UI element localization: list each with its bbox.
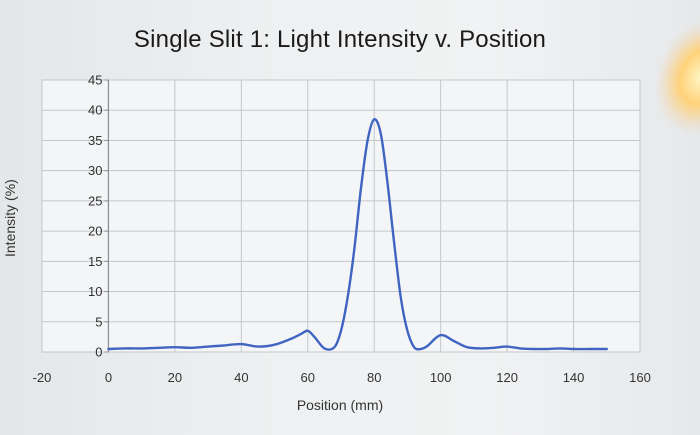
y-tick-label: 35	[88, 133, 102, 148]
y-tick-label: 15	[88, 254, 102, 269]
y-tick-label: 5	[95, 314, 102, 329]
x-tick-label: 80	[367, 370, 381, 385]
y-tick-label: 10	[88, 284, 102, 299]
plot-area	[41, 79, 641, 353]
x-tick-label: 160	[629, 370, 651, 385]
grid-lines	[41, 79, 641, 353]
y-tick-label: 45	[88, 73, 102, 88]
y-tick-label: 0	[95, 345, 102, 360]
y-tick-label: 25	[88, 193, 102, 208]
x-tick-label: 100	[430, 370, 452, 385]
x-axis-label: Position (mm)	[296, 397, 384, 413]
y-tick-label: 20	[88, 224, 102, 239]
y-tick-label: 30	[88, 163, 102, 178]
x-tick-label: 40	[234, 370, 248, 385]
x-tick-label: 60	[301, 370, 315, 385]
chart-title: Single Slit 1: Light Intensity v. Positi…	[133, 26, 547, 53]
x-tick-label: 0	[105, 370, 112, 385]
x-tick-label: -20	[33, 370, 52, 385]
x-tick-label: 140	[563, 370, 585, 385]
intensity-series-line	[107, 118, 608, 351]
series-group	[107, 118, 608, 351]
y-tick-label: 40	[88, 103, 102, 118]
x-tick-labels: -20 0 20 40 60 80 100 120 140 160	[33, 370, 651, 385]
y-tick-labels: 0 5 10 15 20 25 30 35 40 45	[88, 73, 109, 360]
x-tick-label: 20	[168, 370, 182, 385]
x-tick-label: 120	[496, 370, 518, 385]
